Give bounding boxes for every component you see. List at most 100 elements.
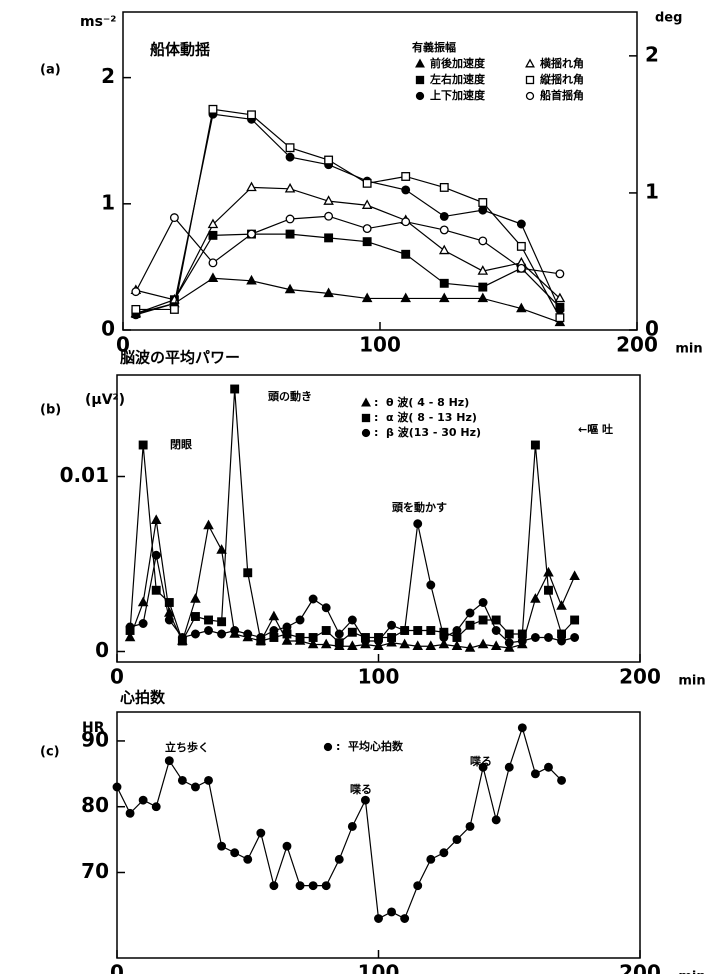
marker	[477, 638, 489, 649]
marker	[216, 544, 227, 554]
y-tick-label: 90	[81, 727, 109, 751]
marker	[425, 640, 437, 650]
legend-marker	[361, 397, 371, 407]
legend-label: θ 波( 4 - 8 Hz)	[386, 395, 469, 409]
marker	[207, 272, 219, 282]
marker	[295, 881, 305, 891]
marker	[490, 640, 502, 650]
marker	[321, 881, 331, 891]
marker	[360, 795, 370, 805]
legend-label: 左右加速度	[429, 72, 486, 86]
chart-title: 船体動揺	[150, 41, 210, 59]
legend-separator: :	[374, 396, 378, 409]
marker	[554, 292, 566, 303]
marker	[308, 594, 318, 604]
marker	[478, 762, 488, 772]
marker	[334, 629, 344, 639]
series-line	[135, 186, 561, 301]
marker	[190, 782, 200, 792]
legend-marker	[415, 91, 425, 101]
legend-title: 有義振幅	[412, 40, 456, 54]
marker	[308, 633, 318, 642]
marker	[151, 802, 161, 812]
marker	[150, 514, 162, 524]
marker	[284, 182, 296, 193]
series-line	[135, 277, 561, 323]
marker	[285, 143, 295, 153]
marker	[334, 854, 344, 864]
marker	[465, 620, 475, 630]
marker	[438, 292, 450, 303]
legend-label: 船首揺角	[540, 88, 584, 102]
legend-marker	[415, 58, 425, 68]
marker	[465, 821, 475, 831]
marker	[246, 274, 257, 285]
marker	[125, 808, 135, 818]
marker	[324, 155, 334, 165]
marker	[282, 841, 292, 851]
marker	[517, 723, 527, 733]
y-tick-label: 0	[101, 317, 115, 341]
annotation: 閉眼	[170, 438, 192, 451]
legend-marker	[525, 75, 535, 85]
marker	[544, 633, 553, 642]
marker	[204, 615, 213, 625]
marker	[138, 619, 148, 628]
marker	[324, 211, 334, 221]
panel-label: (b)	[40, 403, 61, 418]
marker	[478, 198, 488, 207]
marker	[362, 178, 372, 188]
marker	[373, 640, 384, 650]
marker	[285, 229, 295, 239]
marker	[570, 633, 580, 642]
legend-label: β 波(13 - 30 Hz)	[386, 425, 481, 439]
marker	[530, 440, 540, 450]
marker	[530, 633, 540, 642]
x-tick-label: 0	[116, 333, 130, 357]
legend-label: 平均心拍数	[348, 739, 404, 753]
marker	[504, 762, 514, 772]
marker	[230, 848, 240, 858]
marker	[439, 211, 449, 221]
marker	[413, 626, 423, 635]
marker	[491, 815, 501, 825]
legend-label: 縦揺れ角	[540, 72, 584, 86]
marker	[426, 854, 436, 864]
marker	[177, 633, 187, 642]
marker	[190, 629, 200, 639]
marker	[208, 230, 218, 240]
marker	[491, 615, 501, 625]
marker	[138, 440, 148, 450]
marker	[361, 292, 373, 303]
marker	[438, 638, 450, 649]
marker	[282, 622, 292, 632]
y-tick-label: 70	[81, 859, 109, 883]
marker	[124, 631, 136, 642]
marker	[323, 195, 334, 205]
series-line	[135, 108, 561, 318]
marker	[530, 593, 541, 603]
y-tick-label: 0	[95, 638, 109, 662]
marker	[374, 914, 383, 923]
marker	[426, 580, 436, 590]
chart-title: 脳波の平均パワー	[120, 349, 240, 367]
marker	[439, 182, 449, 192]
marker	[387, 633, 397, 642]
marker	[517, 636, 527, 646]
x-tick-label: 200	[619, 961, 661, 974]
marker	[465, 608, 475, 618]
marker	[321, 603, 331, 613]
x-tick-label: 200	[619, 665, 661, 689]
legend-separator: :	[374, 426, 378, 439]
marker	[284, 283, 296, 294]
series-line	[135, 215, 560, 292]
y-tick-label: 2	[101, 64, 115, 88]
marker	[177, 775, 187, 785]
legend-marker	[415, 75, 425, 85]
marker	[207, 218, 219, 229]
marker	[256, 633, 266, 642]
marker	[269, 881, 279, 891]
marker	[477, 292, 489, 303]
marker	[400, 626, 410, 635]
marker	[477, 265, 489, 275]
